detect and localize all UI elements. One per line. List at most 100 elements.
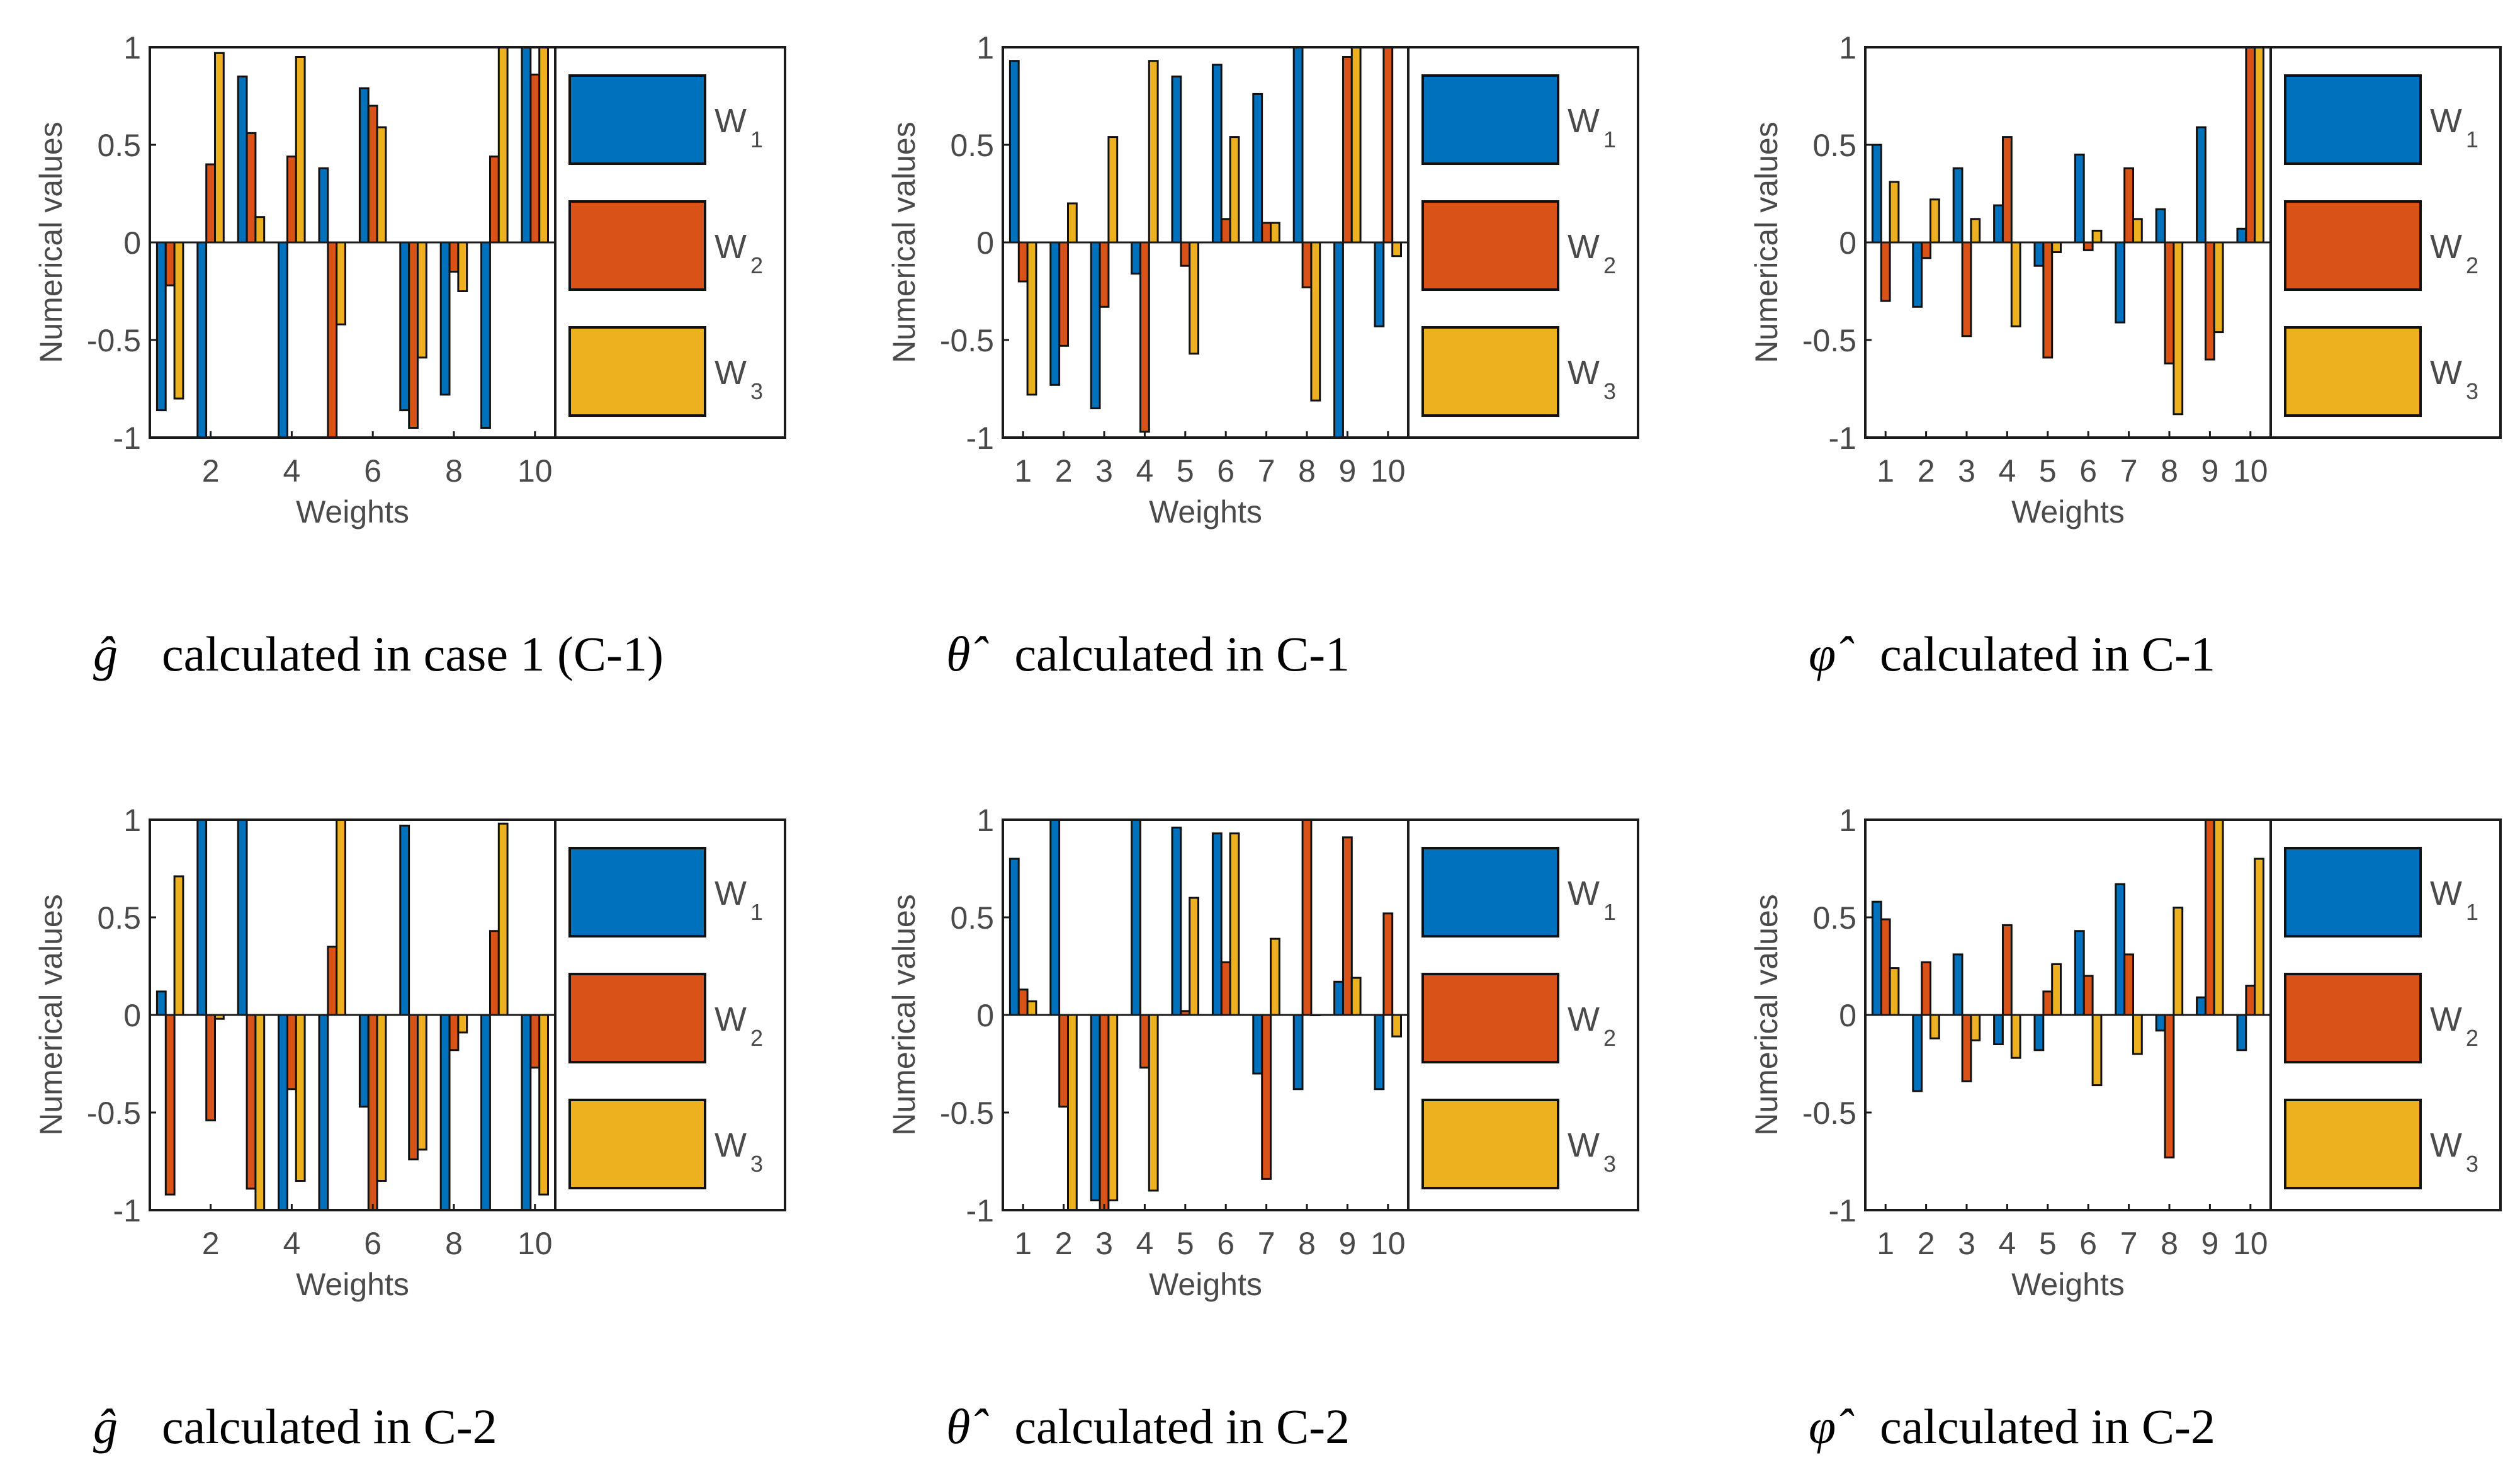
bar-w3-6 xyxy=(1229,136,1240,244)
bar-w1-4 xyxy=(1993,204,2004,244)
bar-w2-10 xyxy=(1382,46,1394,244)
x-tick-label: 6 xyxy=(1217,1226,1235,1261)
x-tick-label: 1 xyxy=(1877,1226,1894,1261)
x-tick-label: 8 xyxy=(1298,453,1316,489)
legend-swatch-w3 xyxy=(1421,1099,1559,1189)
legend-swatch-w3 xyxy=(2284,1099,2422,1189)
x-axis-label: Weights xyxy=(2011,494,2125,530)
bar-w1-7 xyxy=(399,241,410,412)
bar-w3-7 xyxy=(2132,1014,2143,1055)
y-tick-label: 0.5 xyxy=(97,900,141,936)
caption-symbol: ĝ xyxy=(93,626,118,681)
x-tick-label: 1 xyxy=(1877,453,1894,489)
x-tick-label: 5 xyxy=(1177,1226,1194,1261)
y-tick-label: -1 xyxy=(1829,421,1856,456)
x-tick-label: 7 xyxy=(2120,453,2138,489)
bar-w2-7 xyxy=(1261,1014,1272,1180)
x-tick-label: 2 xyxy=(202,1226,220,1261)
bar-w2-8 xyxy=(2164,241,2175,365)
panel-caption: ĝ calculated in case 1 (C-1) xyxy=(93,626,664,681)
bar-w2-3 xyxy=(1099,241,1110,308)
bar-w3-8 xyxy=(457,1014,468,1034)
x-tick-label: 1 xyxy=(1014,453,1032,489)
bar-w1-1 xyxy=(1009,858,1020,1016)
x-tick-label: 5 xyxy=(2039,1226,2057,1261)
bar-w2-7 xyxy=(2123,167,2134,244)
bar-w3-10 xyxy=(538,1014,550,1196)
bar-w3-9 xyxy=(497,822,509,1016)
bar-w3-4 xyxy=(2010,1014,2021,1059)
bar-w2-10 xyxy=(2245,985,2256,1016)
bar-w1-1 xyxy=(155,990,167,1016)
bar-w3-6 xyxy=(2091,229,2103,244)
bar-w3-2 xyxy=(214,52,225,244)
x-tick-label: 8 xyxy=(1298,1226,1316,1261)
bar-w2-4 xyxy=(1139,241,1150,433)
y-tick-label: -0.5 xyxy=(1802,1096,1856,1131)
bar-w1-9 xyxy=(1333,980,1344,1016)
bar-w3-10 xyxy=(1391,241,1402,258)
caption-text: calculated in C-1 xyxy=(1014,626,1350,681)
x-tick-label: 2 xyxy=(1055,453,1073,489)
x-tick-label: 4 xyxy=(1998,1226,2016,1261)
bar-w3-3 xyxy=(254,216,266,244)
bar-w2-6 xyxy=(2082,241,2094,251)
chart-panel-bottom-left: -1 -0.5 0 0.5 1 2 4 6 8 10 Weights Numerical values… xyxy=(33,803,786,1454)
bar-w2-6 xyxy=(1220,218,1231,244)
caption-text: calculated in C-2 xyxy=(162,1399,497,1454)
bar-w1-4 xyxy=(1131,241,1141,275)
bar-w3-2 xyxy=(1067,202,1078,244)
bar-w1-5 xyxy=(2033,241,2045,267)
x-tick-label: 9 xyxy=(2201,453,2218,489)
bar-w1-2 xyxy=(196,241,208,439)
bar-w2-5 xyxy=(327,946,338,1016)
legend-swatch-w3 xyxy=(568,326,706,417)
y-tick-label: -1 xyxy=(966,421,994,456)
bar-w2-1 xyxy=(1017,241,1029,283)
y-axis-label: Numerical values xyxy=(886,122,922,363)
x-tick-label: 10 xyxy=(1370,1226,1406,1261)
bar-w1-9 xyxy=(480,241,491,429)
bar-w2-4 xyxy=(2002,924,2013,1016)
x-tick-label: 2 xyxy=(1918,453,1935,489)
legend-swatch-w1 xyxy=(568,847,706,937)
bar-w1-2 xyxy=(1049,818,1061,1016)
caption-text: calculated in case 1 (C-1) xyxy=(162,626,664,681)
bar-w1-4 xyxy=(278,1014,288,1211)
y-tick-label: -0.5 xyxy=(1802,323,1856,358)
y-tick-label: 1 xyxy=(123,30,141,65)
caption-text: calculated in C-2 xyxy=(1880,1399,2215,1454)
y-tick-label: 0.5 xyxy=(950,900,994,936)
x-tick-label: 10 xyxy=(1370,453,1406,489)
bar-w1-8 xyxy=(439,1014,451,1211)
chart-panel-top-left: -1 -0.5 0 0.5 1 2 4 6 8 10 Weights Numerical values… xyxy=(33,30,786,681)
bar-w1-8 xyxy=(2155,208,2166,244)
bar-w1-4 xyxy=(1131,818,1141,1016)
x-tick-label: 3 xyxy=(1095,453,1113,489)
x-tick-label: 4 xyxy=(1136,1226,1153,1261)
x-axis-label: Weights xyxy=(1149,1267,1262,1302)
x-tick-label: 7 xyxy=(1258,1226,1275,1261)
bar-w1-9 xyxy=(480,1014,491,1211)
bar-w1-3 xyxy=(1952,953,1963,1016)
bar-w2-2 xyxy=(205,163,217,244)
x-axis-label: Weights xyxy=(2011,1267,2125,1302)
bar-w2-2 xyxy=(1921,241,1931,259)
y-tick-label: -1 xyxy=(113,1193,141,1228)
bar-w1-5 xyxy=(2033,1014,2045,1051)
y-tick-label: 1 xyxy=(976,803,994,838)
bar-w1-6 xyxy=(2074,930,2085,1016)
legend-swatch-w2 xyxy=(2284,973,2422,1063)
bar-w1-8 xyxy=(2155,1014,2166,1032)
bar-w2-6 xyxy=(367,105,378,244)
x-tick-label: 8 xyxy=(445,453,463,489)
bar-w3-7 xyxy=(1270,222,1280,244)
bar-w1-8 xyxy=(439,241,451,396)
bar-w2-1 xyxy=(164,241,176,286)
bar-w3-9 xyxy=(497,46,509,244)
x-tick-label: 5 xyxy=(2039,453,2057,489)
bar-w1-2 xyxy=(1912,241,1923,308)
